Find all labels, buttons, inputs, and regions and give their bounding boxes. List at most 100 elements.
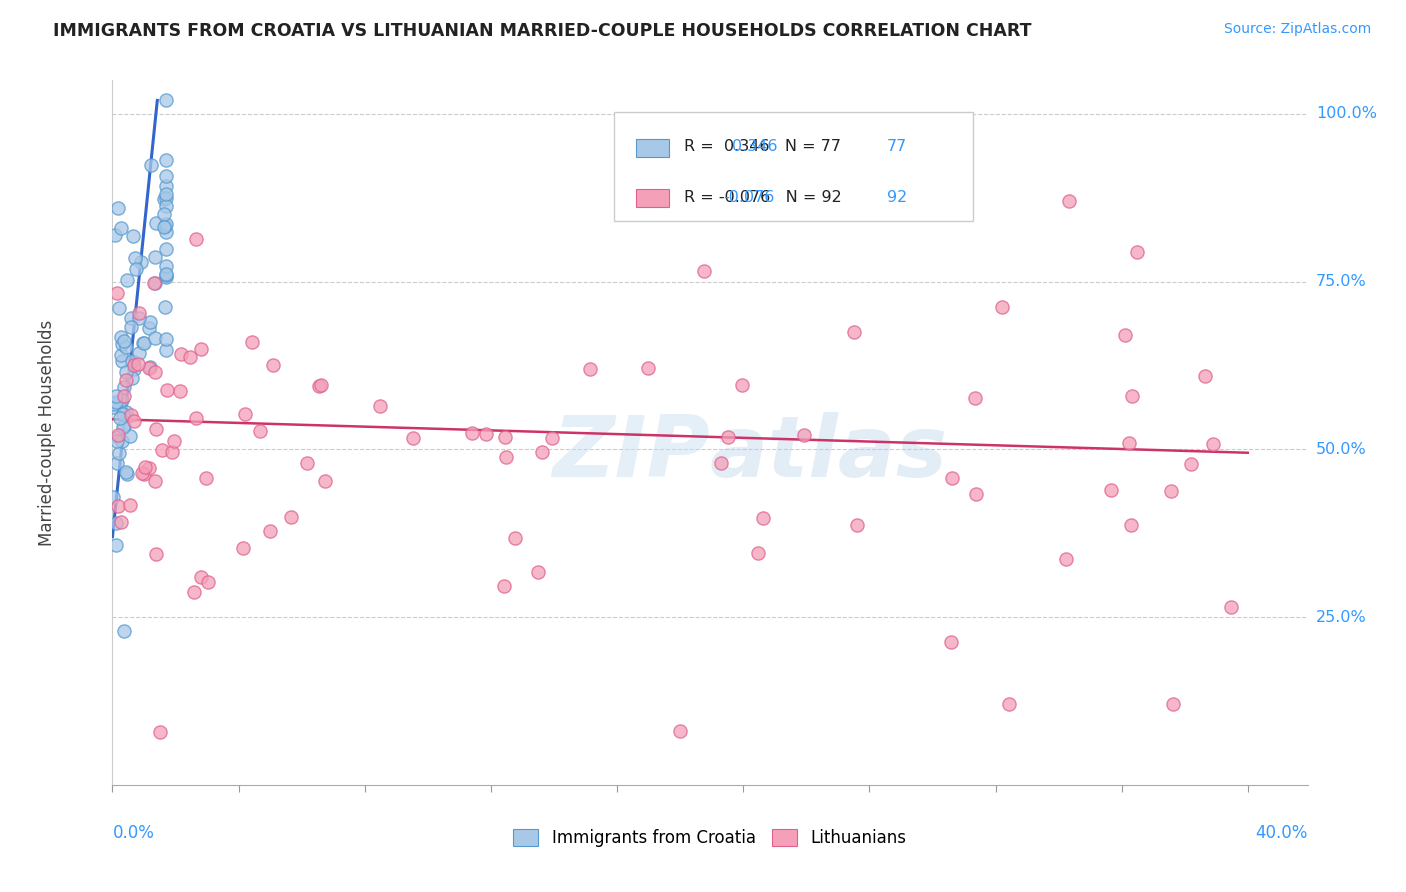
Point	[104, 227, 127, 242]
Point	[111, 392, 134, 407]
Point	[752, 511, 775, 525]
Point	[240, 334, 263, 349]
Point	[1099, 483, 1122, 497]
Point	[965, 486, 987, 500]
Point	[263, 358, 285, 372]
Point	[153, 219, 176, 234]
Point	[153, 207, 176, 221]
Point	[105, 456, 128, 470]
Text: R =  0.346   N = 77: R = 0.346 N = 77	[683, 139, 841, 154]
Point	[138, 460, 160, 475]
Point	[105, 434, 128, 449]
Point	[110, 516, 132, 530]
FancyBboxPatch shape	[636, 189, 669, 207]
Point	[527, 565, 550, 579]
Point	[134, 460, 156, 475]
FancyBboxPatch shape	[636, 139, 669, 157]
Point	[1202, 436, 1225, 450]
Point	[579, 362, 602, 376]
Point	[114, 624, 135, 638]
Text: atlas: atlas	[710, 412, 948, 495]
Point	[114, 465, 136, 479]
Point	[155, 268, 177, 283]
Point	[1114, 328, 1136, 343]
Point	[143, 250, 166, 264]
Text: 100.0%: 100.0%	[1316, 106, 1376, 121]
Point	[693, 264, 716, 278]
Point	[155, 269, 177, 284]
Point	[1161, 698, 1184, 712]
Point	[108, 411, 131, 425]
Point	[128, 346, 150, 360]
Point	[110, 434, 132, 448]
Point	[138, 321, 160, 335]
Point	[194, 471, 217, 485]
Point	[280, 509, 302, 524]
Point	[474, 427, 496, 442]
Point	[139, 158, 162, 172]
Point	[143, 277, 166, 291]
Point	[941, 470, 963, 484]
Point	[494, 430, 516, 444]
Point	[717, 430, 740, 444]
Point	[139, 360, 162, 375]
Point	[156, 384, 179, 398]
Point	[1126, 245, 1149, 260]
Point	[121, 229, 143, 244]
Point	[122, 358, 145, 372]
Point	[637, 360, 659, 375]
Point	[710, 456, 733, 470]
Point	[155, 153, 177, 168]
Point	[155, 225, 177, 239]
Point	[124, 252, 146, 266]
Point	[155, 169, 177, 183]
Point	[190, 570, 212, 584]
Point	[155, 332, 177, 346]
Point	[105, 389, 128, 403]
Point	[127, 357, 149, 371]
Point	[112, 419, 135, 434]
Point	[153, 193, 176, 207]
Point	[128, 310, 150, 325]
Point	[233, 407, 256, 421]
Point	[541, 431, 564, 445]
Point	[1121, 389, 1143, 403]
Point	[107, 500, 129, 514]
Point	[103, 397, 125, 411]
Point	[1160, 483, 1182, 498]
Point	[128, 306, 150, 320]
Text: 77: 77	[887, 139, 907, 154]
Point	[1118, 435, 1140, 450]
Point	[183, 584, 205, 599]
Point	[125, 262, 148, 277]
Point	[143, 331, 166, 345]
Point	[105, 285, 128, 300]
Point	[120, 320, 142, 334]
Point	[143, 475, 166, 489]
Point	[150, 442, 173, 457]
Point	[155, 242, 177, 256]
Point	[155, 178, 177, 193]
Point	[104, 538, 127, 552]
Point	[155, 259, 177, 273]
Point	[998, 698, 1021, 712]
Point	[160, 445, 183, 459]
Point	[145, 548, 167, 562]
FancyBboxPatch shape	[614, 112, 973, 221]
Point	[120, 310, 142, 325]
Point	[153, 219, 176, 234]
Text: -0.076: -0.076	[723, 190, 775, 204]
Point	[120, 408, 142, 422]
Point	[309, 378, 332, 392]
Text: 0.0%: 0.0%	[112, 824, 155, 842]
Point	[1220, 599, 1243, 614]
Text: 25.0%: 25.0%	[1316, 609, 1367, 624]
Point	[105, 516, 128, 531]
Point	[155, 343, 177, 357]
Point	[249, 424, 271, 438]
Point	[111, 407, 134, 421]
Point	[793, 427, 815, 442]
Point	[965, 391, 987, 405]
Point	[143, 365, 166, 379]
Point	[155, 187, 177, 202]
